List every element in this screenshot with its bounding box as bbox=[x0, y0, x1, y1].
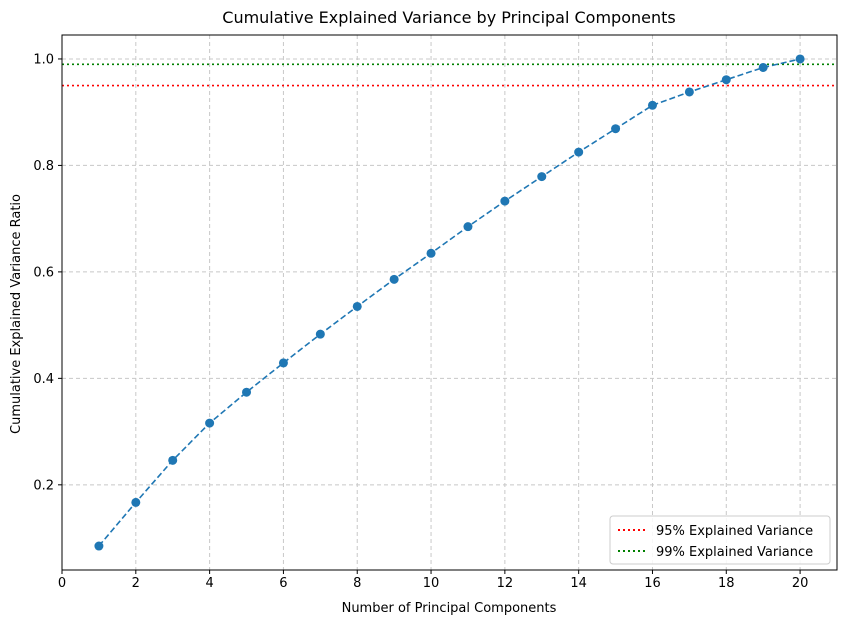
x-tick-label: 4 bbox=[205, 576, 213, 591]
x-tick-label: 6 bbox=[279, 576, 287, 591]
data-point bbox=[795, 54, 805, 64]
y-tick-label: 0.2 bbox=[33, 478, 54, 493]
chart-title: Cumulative Explained Variance by Princip… bbox=[222, 8, 675, 27]
x-tick-label: 12 bbox=[497, 576, 514, 591]
x-tick-label: 2 bbox=[132, 576, 140, 591]
data-point bbox=[389, 274, 399, 284]
data-point bbox=[611, 124, 621, 134]
legend-box bbox=[609, 515, 831, 565]
x-axis-ticks: 0 2 4 6 8 10 12 14 16 18 20 bbox=[58, 570, 809, 591]
y-axis-label: Cumulative Explained Variance Ratio bbox=[9, 194, 24, 434]
data-point bbox=[352, 301, 362, 311]
x-tick-label: 18 bbox=[718, 576, 735, 591]
data-point bbox=[684, 87, 694, 97]
data-point bbox=[131, 497, 141, 507]
data-point bbox=[205, 418, 215, 428]
legend-label-99: 99% Explained Variance bbox=[656, 545, 813, 560]
data-point bbox=[500, 196, 510, 206]
data-point bbox=[94, 541, 104, 551]
legend: 95% Explained Variance 99% Explained Var… bbox=[609, 515, 831, 565]
plot-frame bbox=[61, 34, 838, 571]
x-tick-label: 16 bbox=[644, 576, 661, 591]
x-tick-label: 20 bbox=[792, 576, 809, 591]
data-point bbox=[574, 147, 584, 157]
y-axis-ticks: 0.2 0.4 0.6 0.8 1.0 bbox=[33, 52, 62, 493]
y-tick-label: 0.4 bbox=[33, 372, 54, 387]
y-tick-label: 0.6 bbox=[33, 265, 54, 280]
data-point bbox=[315, 329, 325, 339]
y-tick-label: 1.0 bbox=[33, 52, 54, 67]
data-point bbox=[242, 387, 252, 397]
x-tick-label: 0 bbox=[58, 576, 66, 591]
data-point bbox=[537, 172, 547, 182]
data-point bbox=[463, 222, 473, 232]
data-point bbox=[721, 75, 731, 85]
data-point bbox=[278, 358, 288, 368]
x-axis-label: Number of Principal Components bbox=[342, 601, 557, 616]
data-point bbox=[758, 62, 768, 72]
x-tick-label: 10 bbox=[423, 576, 440, 591]
data-point bbox=[168, 455, 178, 465]
y-tick-label: 0.8 bbox=[33, 159, 54, 174]
x-tick-label: 14 bbox=[570, 576, 587, 591]
x-tick-label: 8 bbox=[353, 576, 361, 591]
data-point bbox=[426, 248, 436, 258]
series-layer bbox=[94, 54, 805, 551]
series-line bbox=[98, 58, 801, 547]
legend-label-95: 95% Explained Variance bbox=[656, 524, 813, 539]
data-point bbox=[647, 100, 657, 110]
